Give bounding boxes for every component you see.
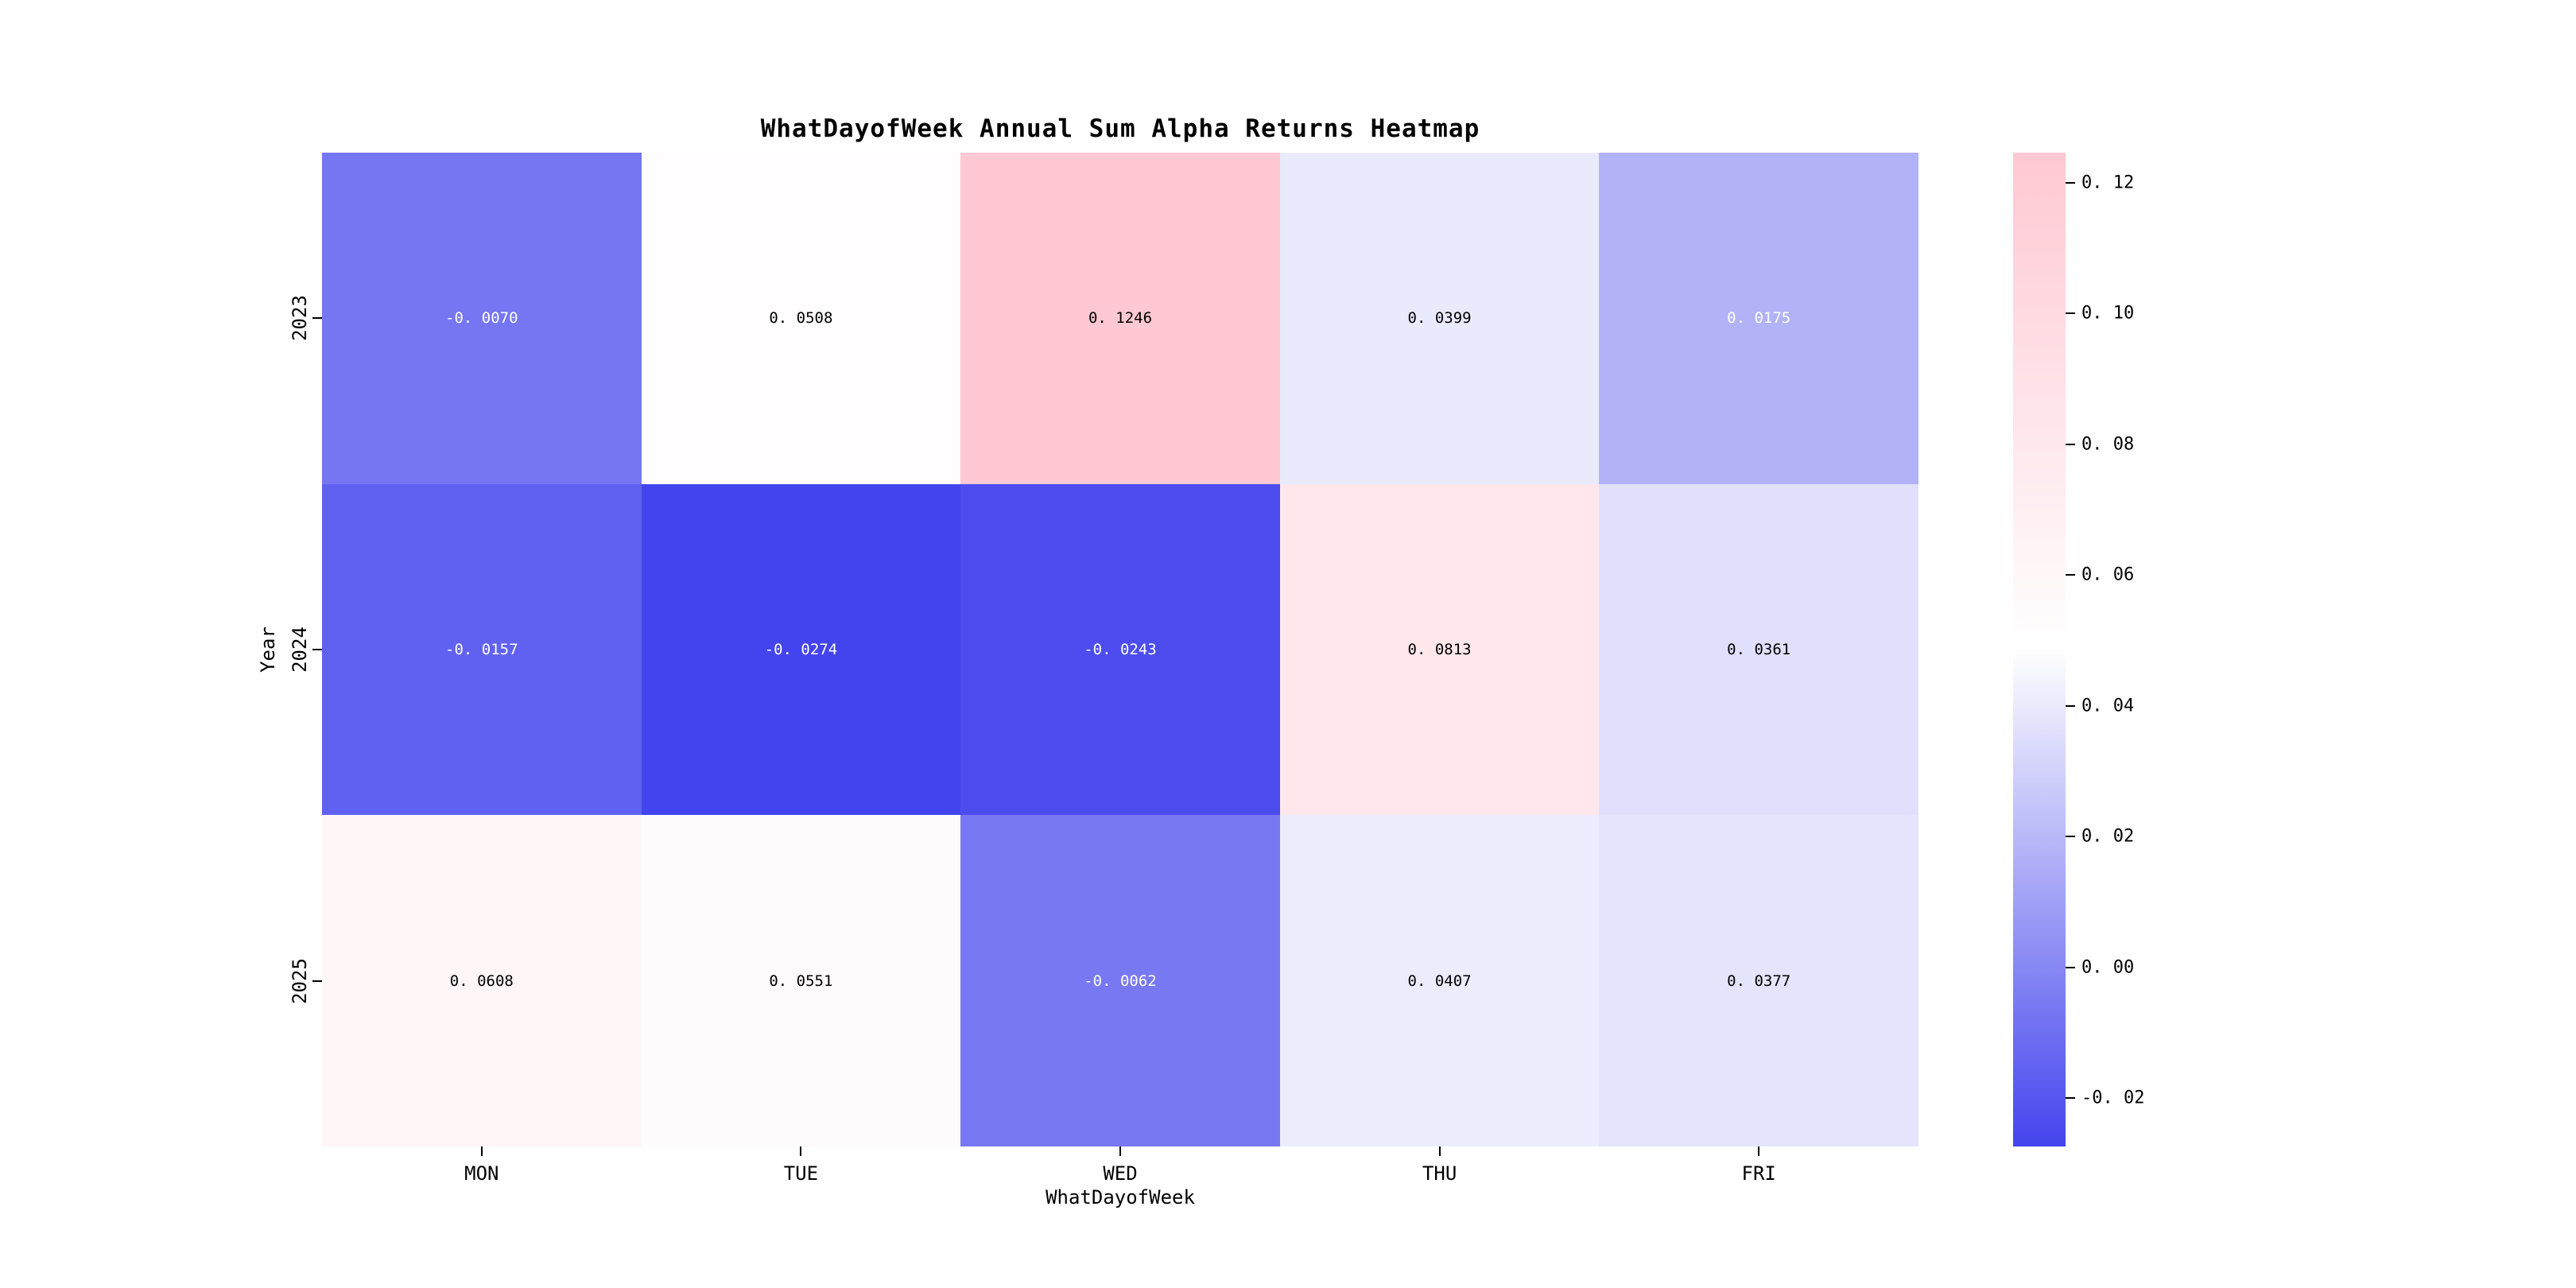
colorbar-tick-label-0.02: 0. 02 (2081, 826, 2135, 847)
heatmap-cell-2024-TUE: -0. 0274 (641, 483, 961, 816)
colorbar-tick-mark (2066, 574, 2075, 576)
heatmap-cell-2024-THU: 0. 0813 (1279, 483, 1600, 816)
x-tick-mark (800, 1146, 802, 1156)
heatmap-plot-area: -0. 0070 0. 0508 0. 1246 0. 0399 0. 0175 -0. … (322, 153, 1918, 1146)
colorbar-tick-mark (2066, 704, 2075, 707)
colorbar-tick-mark (2066, 312, 2075, 315)
x-tick-mark (1119, 1146, 1121, 1156)
colorbar-tick-label-0.08: 0. 08 (2081, 434, 2135, 455)
colorbar-tick-label-0.1: 0. 10 (2081, 303, 2135, 324)
y-axis-label: Year (257, 627, 279, 673)
x-tick-label-MON: MON (464, 1162, 499, 1185)
colorbar-tick-label-0.12: 0. 12 (2081, 173, 2135, 193)
y-tick-mark (312, 980, 322, 982)
y-tick-label-2024: 2024 (289, 627, 311, 673)
colorbar-tick-mark (2066, 836, 2075, 838)
heatmap-cell-2023-TUE: 0. 0508 (641, 153, 961, 484)
x-tick-label-TUE: TUE (783, 1162, 819, 1185)
y-tick-mark (312, 317, 322, 320)
x-axis-label: WhatDayofWeek (1046, 1186, 1195, 1208)
heatmap-cell-2025-FRI: 0. 0377 (1599, 815, 1918, 1146)
heatmap-cell-2024-FRI: 0. 0361 (1599, 483, 1918, 816)
heatmap-cell-2023-THU: 0. 0399 (1279, 153, 1600, 484)
colorbar-tick-mark (2066, 1097, 2075, 1100)
colorbar (2013, 153, 2066, 1146)
heatmap-cell-2025-THU: 0. 0407 (1279, 815, 1600, 1146)
y-tick-label-2023: 2023 (289, 295, 311, 342)
chart-title: WhatDayofWeek Annual Sum Alpha Returns H… (760, 114, 1480, 143)
colorbar-gradient (2013, 153, 2066, 1146)
heatmap-cell-2023-FRI: 0. 0175 (1599, 153, 1918, 484)
heatmap-cell-2023-WED: 0. 1246 (960, 153, 1280, 484)
x-tick-mark (1438, 1146, 1441, 1156)
colorbar-tick-label-0.04: 0. 04 (2081, 696, 2135, 716)
y-tick-label-2025: 2025 (289, 957, 311, 1004)
y-tick-mark (312, 649, 322, 650)
heatmap-cell-2025-WED: -0. 0062 (960, 815, 1280, 1146)
heatmap-cell-2023-MON: -0. 0070 (322, 153, 642, 484)
colorbar-tick-mark (2066, 966, 2075, 968)
heatmap-cell-2024-MON: -0. 0157 (322, 483, 642, 816)
colorbar-tick-label-0.06: 0. 06 (2081, 564, 2135, 585)
heatmap-cell-2025-MON: 0. 0608 (322, 815, 642, 1146)
colorbar-tick-mark (2066, 443, 2075, 445)
x-tick-label-WED: WED (1103, 1162, 1138, 1185)
x-tick-mark (1758, 1146, 1760, 1156)
x-tick-mark (480, 1146, 483, 1156)
colorbar-tick-label-0: 0. 00 (2081, 957, 2135, 978)
heatmap-cell-2025-TUE: 0. 0551 (641, 815, 961, 1146)
colorbar-tick-mark (2066, 181, 2075, 184)
x-tick-label-THU: THU (1422, 1162, 1457, 1185)
x-tick-label-FRI: FRI (1741, 1162, 1776, 1185)
colorbar-tick-label--0.02: -0. 02 (2081, 1088, 2145, 1108)
heatmap-cell-2024-WED: -0. 0243 (960, 483, 1280, 816)
